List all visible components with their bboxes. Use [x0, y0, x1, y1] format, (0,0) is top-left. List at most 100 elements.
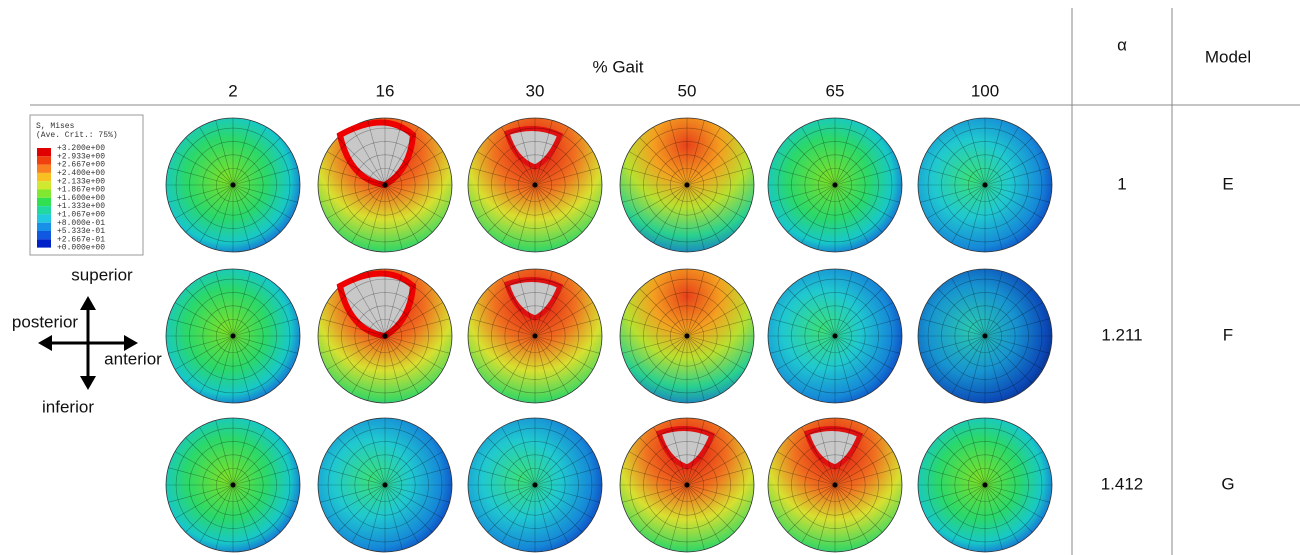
mesh-line	[622, 184, 688, 203]
mesh-line	[834, 484, 853, 550]
legend-level: +2.667e-01	[57, 235, 105, 244]
mesh-line	[834, 467, 900, 486]
legend-swatch	[37, 206, 51, 215]
mesh-line	[232, 184, 292, 219]
mesh-line	[770, 318, 836, 337]
mesh-line	[834, 318, 900, 337]
mesh-line	[470, 335, 536, 354]
mesh-line	[967, 184, 986, 250]
column-header: 16	[376, 81, 395, 100]
mesh-line	[817, 484, 836, 550]
mesh-line	[686, 167, 752, 186]
mesh-line	[628, 302, 688, 337]
center-dot	[230, 182, 236, 188]
mesh-line	[920, 467, 986, 486]
mesh-line	[951, 426, 986, 486]
mesh-line	[653, 277, 688, 337]
mesh-line	[534, 318, 600, 337]
mesh-ring	[777, 278, 893, 394]
mesh-ring	[354, 154, 416, 216]
mesh-line	[686, 318, 752, 337]
mesh-ring	[643, 441, 731, 529]
mesh-line	[367, 420, 386, 486]
mesh-line	[686, 277, 721, 337]
exceed-cap	[503, 126, 564, 170]
mesh-line	[628, 184, 688, 219]
legend-swatch	[37, 164, 51, 173]
mesh-line	[984, 151, 1044, 186]
mesh-line	[686, 137, 735, 186]
mesh-line	[622, 484, 688, 503]
mesh-line	[326, 451, 386, 486]
alpha-value: 1.211	[1101, 325, 1142, 344]
mesh-line	[351, 126, 386, 186]
mesh-line	[534, 484, 583, 533]
mesh-line	[801, 484, 836, 544]
mesh-line	[517, 484, 536, 550]
mesh-line	[770, 167, 836, 186]
mesh-line	[384, 484, 403, 550]
mesh-line	[984, 271, 1003, 337]
mesh-line	[984, 420, 1003, 486]
mesh-line	[199, 277, 234, 337]
exceed-cap	[803, 426, 864, 470]
center-dot	[832, 333, 838, 339]
mesh-line	[351, 426, 386, 486]
mesh-line	[384, 184, 419, 244]
mesh-line	[834, 167, 900, 186]
mesh-line	[834, 335, 853, 401]
mesh-line	[517, 120, 536, 186]
legend-level: +5.333e-01	[57, 227, 105, 236]
direction-arrows	[50, 308, 126, 378]
mesh-line	[185, 288, 234, 337]
mesh-ring	[189, 292, 277, 380]
mesh-ring	[367, 167, 403, 203]
legend-level: +1.333e+00	[57, 202, 105, 211]
center-dot	[982, 482, 988, 488]
mesh-line	[686, 184, 705, 250]
mesh-line	[686, 335, 721, 395]
mesh-line	[984, 184, 1050, 203]
legend-level: +1.600e+00	[57, 194, 105, 203]
center-dot	[684, 482, 690, 488]
mesh-line	[470, 467, 536, 486]
mesh-line	[622, 467, 688, 486]
mesh-line	[168, 335, 234, 354]
mesh-line	[326, 302, 386, 337]
mesh-line	[801, 184, 836, 244]
mesh-ring	[327, 427, 443, 543]
mesh-line	[199, 126, 234, 186]
mesh-line	[937, 484, 986, 533]
mesh-line	[639, 137, 688, 186]
direction-label: inferior	[42, 397, 94, 416]
mesh-line	[776, 302, 836, 337]
mesh-line	[984, 277, 1019, 337]
mesh-ring	[491, 292, 579, 380]
mesh-line	[920, 184, 986, 203]
mesh-line	[787, 437, 836, 486]
mesh-line	[384, 184, 450, 203]
mesh-line	[534, 126, 569, 186]
mesh-line	[534, 426, 569, 486]
mesh-ring	[327, 127, 443, 243]
mesh-ring	[643, 141, 731, 229]
mesh-line	[384, 335, 433, 384]
mesh-line	[628, 451, 688, 486]
mesh-line	[622, 318, 688, 337]
mesh-line	[984, 484, 1019, 544]
mesh-line	[669, 120, 688, 186]
mesh-ring	[656, 454, 718, 516]
mesh-line	[487, 335, 536, 384]
mesh-line	[686, 335, 705, 401]
mesh-line	[834, 302, 894, 337]
header-title: % Gait	[592, 57, 643, 76]
mesh-line	[834, 120, 853, 186]
mesh-line	[984, 484, 1003, 550]
center-dot	[832, 482, 838, 488]
mesh-line	[534, 335, 594, 370]
column-header: 65	[826, 81, 845, 100]
mesh-line	[639, 335, 688, 384]
mesh-line	[384, 184, 403, 250]
mesh-line	[476, 302, 536, 337]
